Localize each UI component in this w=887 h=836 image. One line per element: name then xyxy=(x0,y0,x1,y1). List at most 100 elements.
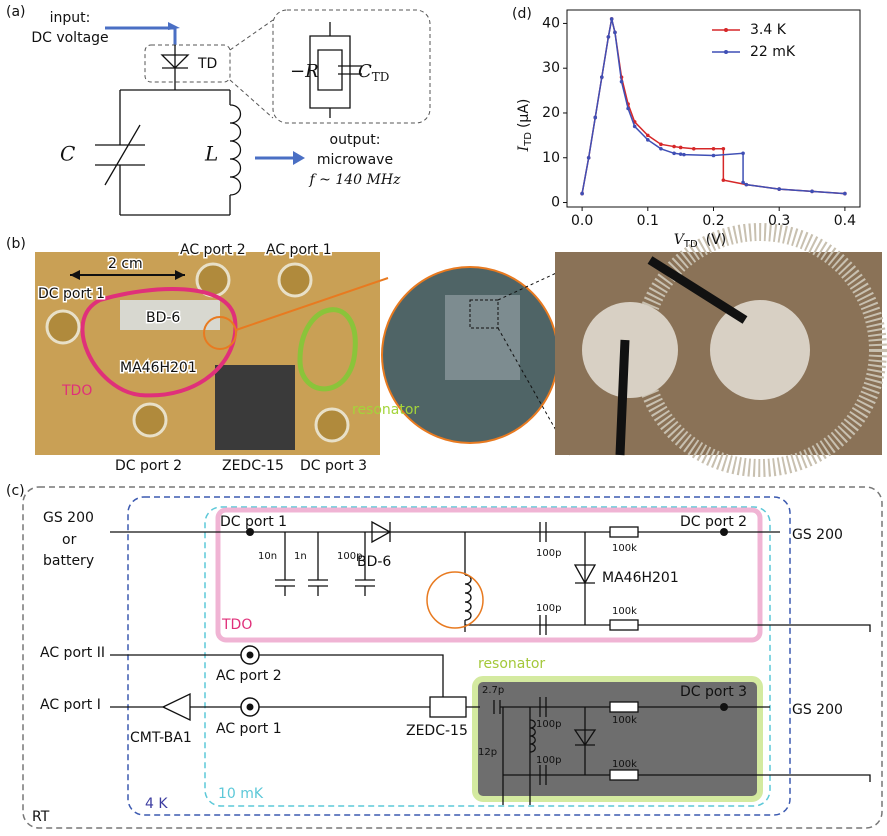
data-point xyxy=(626,107,630,111)
label: BD-6 xyxy=(146,310,180,326)
label: DC port 2 xyxy=(115,458,182,474)
label: GS 200 xyxy=(43,510,94,526)
plot-frame xyxy=(567,10,860,207)
label: CMT-BA1 xyxy=(130,730,192,746)
x-tick-label: 0.2 xyxy=(702,213,724,229)
panel-label: (c) xyxy=(6,483,25,499)
y-axis-label: ITD(μA) xyxy=(516,99,534,153)
axis-unit: (μA) xyxy=(516,99,532,128)
x-tick-label: 0.4 xyxy=(834,213,856,229)
label: DC port 3 xyxy=(300,458,367,474)
axis-sub: TD xyxy=(523,132,534,147)
input-label: DC voltage xyxy=(31,30,108,46)
label: MA46H201 xyxy=(602,570,679,586)
data-point xyxy=(672,145,676,149)
panel-c: (c) GS 200 or battery DC port 1 10n 1n 1… xyxy=(6,483,882,828)
x-tick-label: 0.0 xyxy=(571,213,593,229)
amplifier xyxy=(163,694,190,720)
symbol: CTD xyxy=(358,61,389,84)
label: AC port II xyxy=(40,645,105,661)
data-point xyxy=(712,154,716,158)
coupling-circle xyxy=(427,572,483,628)
x-tick-label: 0.1 xyxy=(637,213,659,229)
label: GS 200 xyxy=(792,702,843,718)
data-point xyxy=(600,75,604,79)
inductor xyxy=(465,575,471,620)
data-point xyxy=(659,147,663,151)
data-point xyxy=(810,190,814,194)
data-point xyxy=(646,138,650,142)
data-point xyxy=(610,17,614,21)
arrow-head xyxy=(168,22,180,30)
label: or xyxy=(62,532,77,548)
label: 100p xyxy=(536,603,561,614)
data-point xyxy=(672,151,676,155)
label: 4 K xyxy=(145,796,168,812)
data-point xyxy=(593,116,597,120)
label: resonator xyxy=(352,402,419,418)
data-point xyxy=(712,147,716,151)
data-point xyxy=(745,183,749,187)
label: BD-6 xyxy=(357,554,391,570)
label: 10 mK xyxy=(218,786,264,802)
label: ZEDC-15 xyxy=(222,458,284,474)
data-point xyxy=(679,146,683,150)
label: resonator xyxy=(478,656,545,672)
symbol-sub: TD xyxy=(372,70,390,84)
label: 2 cm xyxy=(108,256,143,272)
label: TDO xyxy=(61,383,92,399)
page: (a) input: DC voltage TD −R CTD C L outp… xyxy=(0,0,887,832)
label: TDO xyxy=(221,617,252,633)
data-point xyxy=(722,178,726,182)
data-point xyxy=(587,156,591,160)
label: AC port 2 xyxy=(180,242,246,258)
data-point xyxy=(777,187,781,191)
output-label: output: xyxy=(330,132,381,148)
y-tick-label: 40 xyxy=(542,15,560,31)
output-label: f ~ 140 MHz xyxy=(309,172,402,188)
photo-part xyxy=(445,295,520,380)
diode xyxy=(162,45,188,90)
label: battery xyxy=(43,553,94,569)
data-point xyxy=(741,181,745,185)
axis-unit: (V) xyxy=(706,232,727,248)
label: 100p xyxy=(536,755,561,766)
panel-label: (a) xyxy=(6,4,26,20)
label: 100k xyxy=(612,759,637,770)
axis-sub: TD xyxy=(683,239,698,250)
label: 100k xyxy=(612,606,637,617)
photo-pad xyxy=(710,300,810,400)
label: DC port 1 xyxy=(220,514,287,530)
y-tick-label: 10 xyxy=(542,150,560,166)
label: ZEDC-15 xyxy=(406,723,468,739)
y-tick-label: 30 xyxy=(542,60,560,76)
zoom-lines xyxy=(230,20,273,118)
data-point xyxy=(613,31,617,35)
input-label: input: xyxy=(50,10,91,26)
symbol: −R xyxy=(290,61,319,82)
y-tick-label: 20 xyxy=(542,105,560,121)
arrow-head xyxy=(293,151,305,165)
panel-b: (b) 2 cm AC port 2 AC port 1 DC port 1 B… xyxy=(6,232,882,474)
symbol: L xyxy=(204,142,218,166)
series-line xyxy=(582,19,845,194)
label: 100p xyxy=(536,548,561,559)
data-point xyxy=(843,192,847,196)
diode-label: TD xyxy=(197,56,217,72)
arrow xyxy=(105,28,175,45)
x-tick-label: 0.3 xyxy=(768,213,790,229)
legend-label: 3.4 K xyxy=(750,22,787,38)
y-tick-label: 0 xyxy=(551,195,560,211)
label: 100k xyxy=(612,543,637,554)
label: AC port I xyxy=(40,697,101,713)
symbol-main: C xyxy=(358,61,372,82)
legend-label: 22 mK xyxy=(750,44,796,60)
panel-a: (a) input: DC voltage TD −R CTD C L outp… xyxy=(6,4,430,215)
label: DC port 1 xyxy=(38,286,105,302)
data-point xyxy=(692,147,696,151)
label: 1n xyxy=(294,551,307,562)
data-point xyxy=(620,80,624,84)
data-point xyxy=(646,134,650,138)
label: DC port 3 xyxy=(680,684,747,700)
label: 12p xyxy=(478,747,497,758)
